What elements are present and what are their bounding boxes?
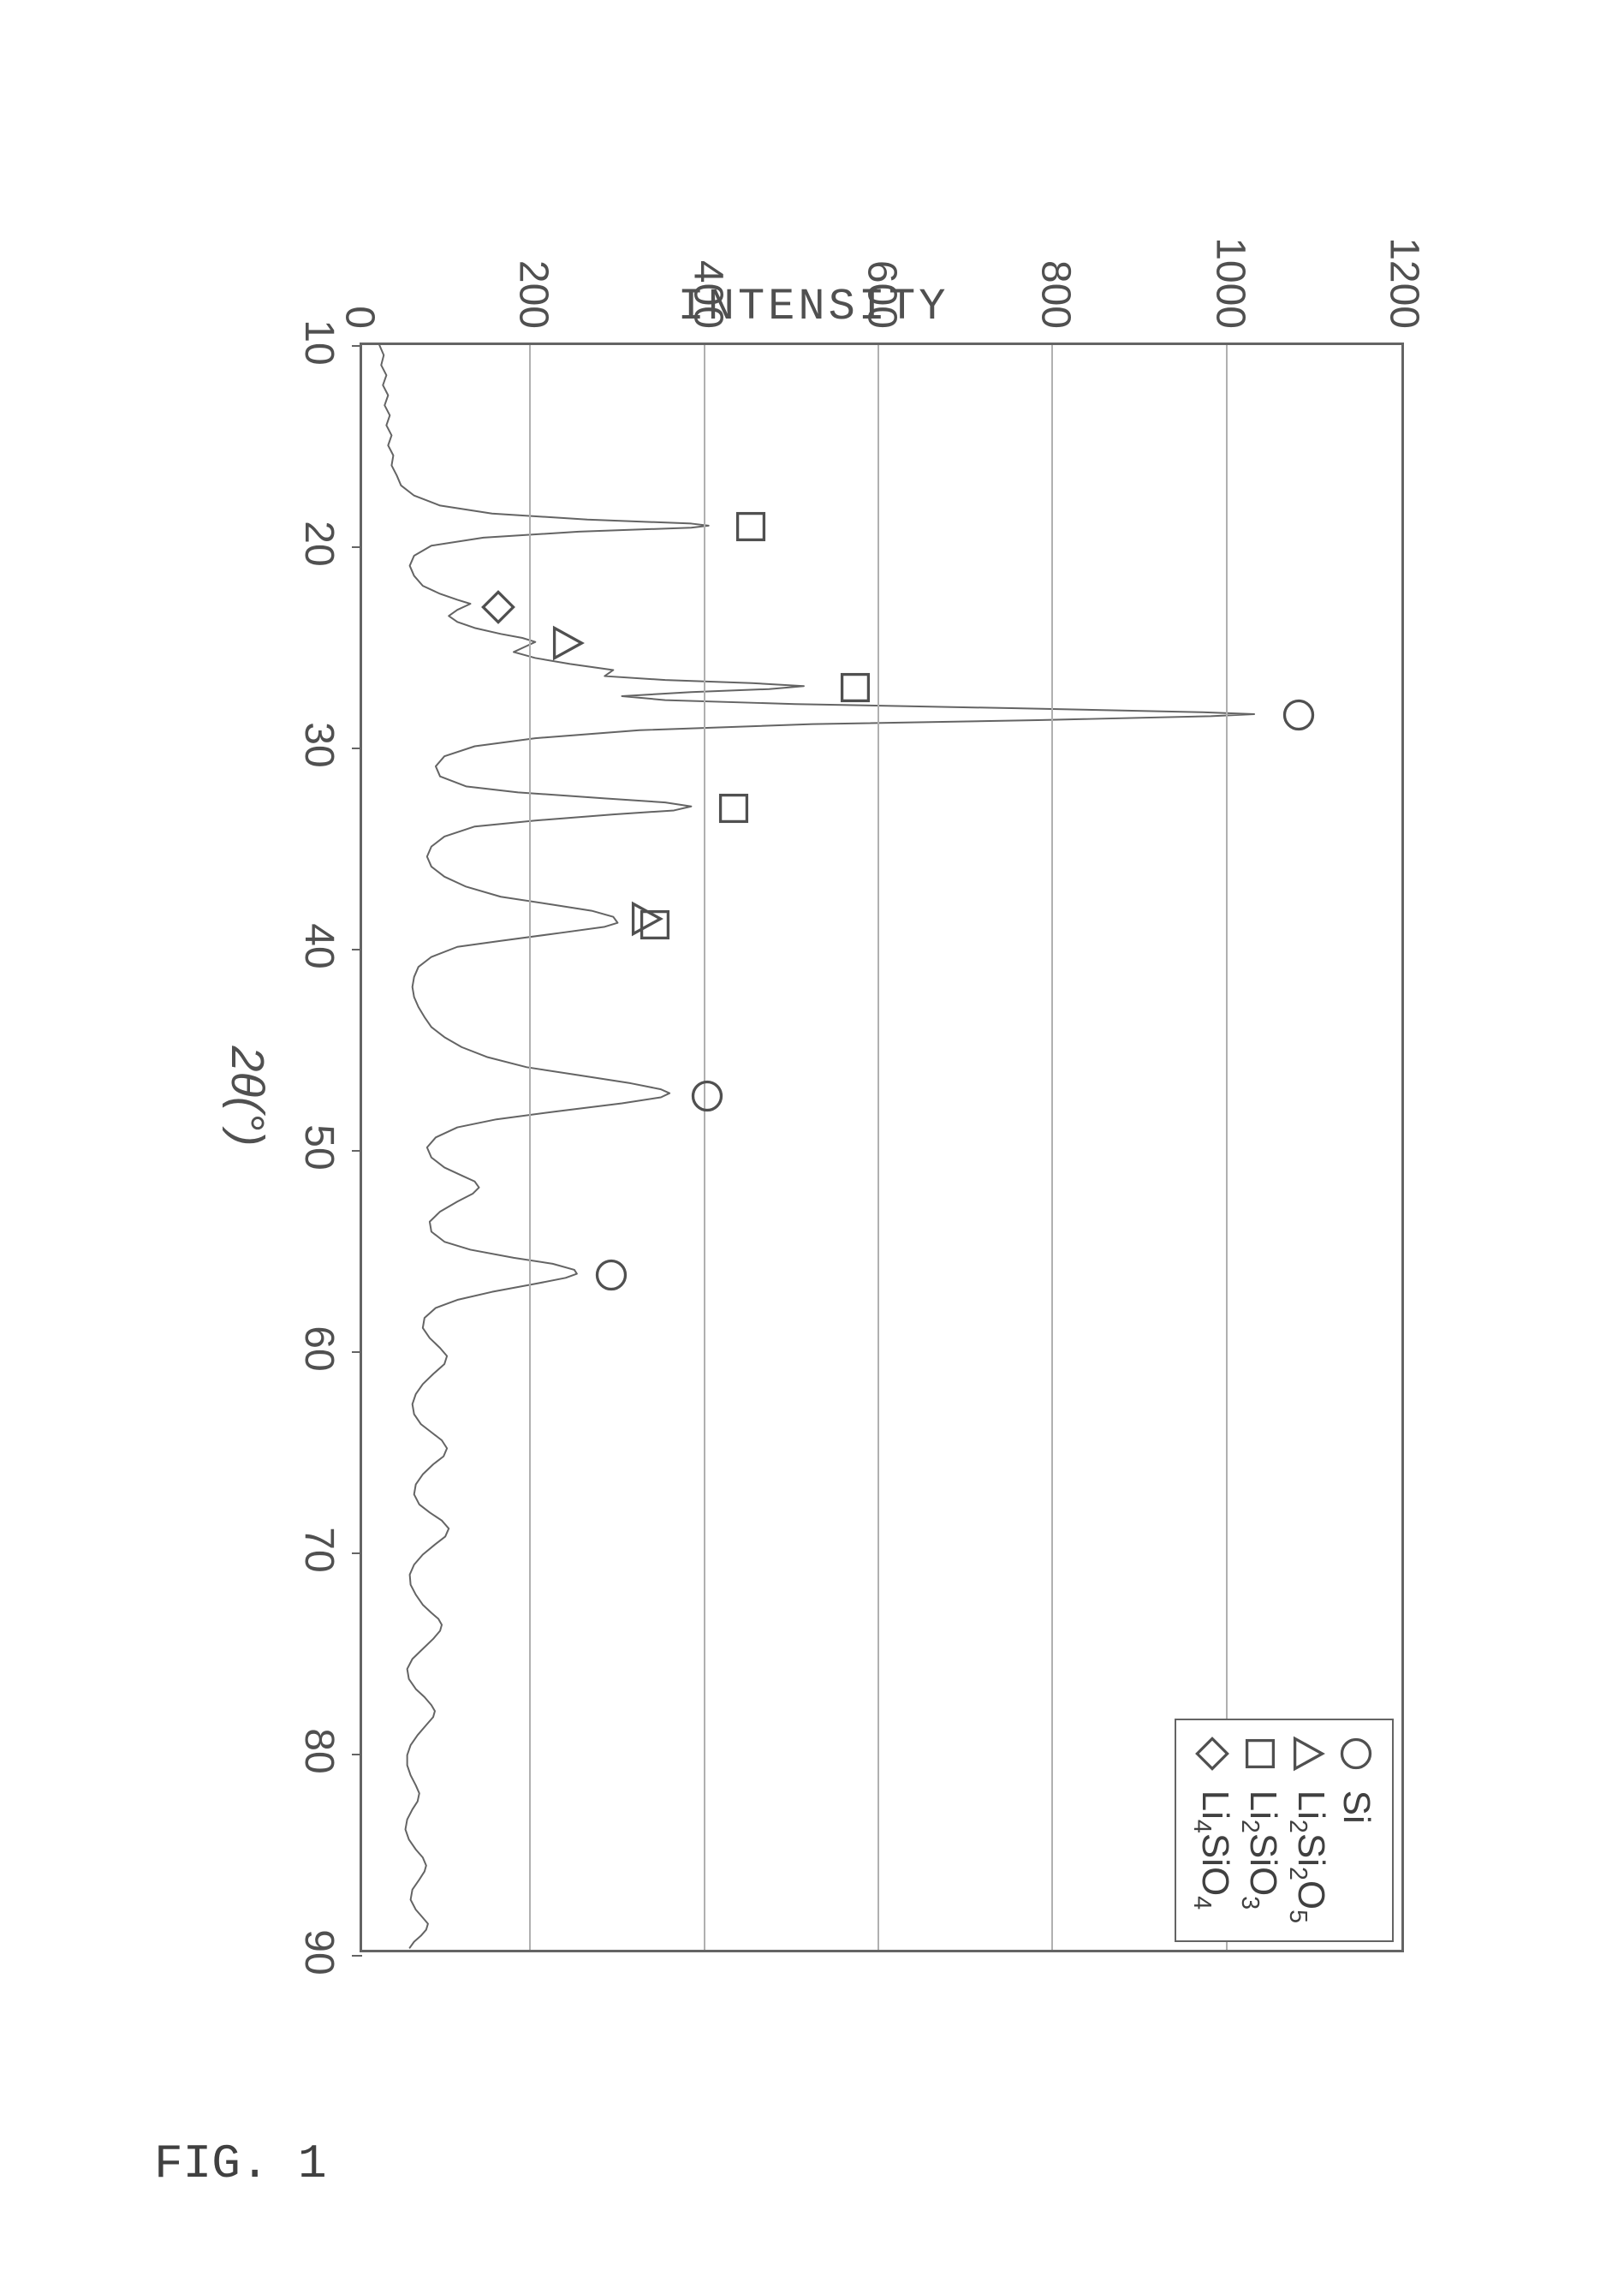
page: INTENSITY 2θ(°) 020040060080010001200102… bbox=[0, 0, 1624, 2294]
peak-marker-triangle bbox=[547, 622, 590, 664]
legend-item: Li2Si2O5 bbox=[1284, 1732, 1332, 1923]
legend: SiLi2Si2O5Li2SiO3Li4SiO4 bbox=[1175, 1719, 1394, 1942]
diamond-icon bbox=[1191, 1732, 1234, 1775]
legend-item: Si bbox=[1332, 1732, 1380, 1923]
x-axis-title: 2θ(°) bbox=[221, 1046, 274, 1147]
gridline bbox=[704, 345, 705, 1950]
x-tick bbox=[352, 1552, 362, 1554]
x-tick bbox=[352, 949, 362, 950]
legend-item: Li2SiO3 bbox=[1236, 1732, 1284, 1923]
y-tick-label: 1000 bbox=[1206, 123, 1253, 329]
legend-label: Li4SiO4 bbox=[1188, 1791, 1237, 1910]
legend-label: Si bbox=[1335, 1791, 1377, 1824]
x-tick bbox=[352, 345, 362, 347]
y-tick-label: 200 bbox=[510, 123, 557, 329]
x-tick-label: 70 bbox=[295, 1527, 342, 1572]
peak-marker-circle bbox=[1278, 694, 1321, 736]
peak-marker-square bbox=[834, 666, 877, 709]
y-tick-label: 600 bbox=[859, 123, 906, 329]
x-tick-label: 90 bbox=[295, 1929, 342, 1975]
plot-frame bbox=[360, 343, 1404, 1952]
legend-item: Li4SiO4 bbox=[1188, 1732, 1236, 1923]
y-tick-label: 0 bbox=[336, 123, 384, 329]
circle-icon bbox=[1335, 1732, 1377, 1775]
y-tick-label: 800 bbox=[1032, 123, 1080, 329]
chart: INTENSITY 2θ(°) 020040060080010001200102… bbox=[154, 120, 1472, 2072]
gridline bbox=[529, 345, 531, 1950]
legend-label: Li2SiO3 bbox=[1236, 1791, 1285, 1910]
x-tick bbox=[352, 546, 362, 548]
triangle-icon bbox=[1287, 1732, 1330, 1775]
x-tick bbox=[352, 1150, 362, 1152]
peak-marker-square bbox=[712, 787, 755, 830]
x-tick bbox=[352, 1351, 362, 1353]
x-tick-label: 60 bbox=[295, 1326, 342, 1371]
x-tick-label: 30 bbox=[295, 722, 342, 767]
peak-marker-square bbox=[729, 505, 772, 548]
y-tick-label: 1200 bbox=[1381, 123, 1428, 329]
x-tick-label: 40 bbox=[295, 923, 342, 968]
gridline bbox=[877, 345, 879, 1950]
y-tick-label: 400 bbox=[684, 123, 731, 329]
peak-marker-square bbox=[634, 903, 676, 946]
peak-marker-diamond bbox=[477, 586, 520, 629]
x-tick bbox=[352, 1955, 362, 1957]
figure-caption: FIG. 1 bbox=[154, 2136, 327, 2191]
gridline bbox=[1226, 345, 1228, 1950]
x-tick-label: 10 bbox=[295, 319, 342, 365]
x-tick-label: 20 bbox=[295, 521, 342, 566]
square-icon bbox=[1239, 1732, 1282, 1775]
legend-label: Li2Si2O5 bbox=[1284, 1791, 1333, 1923]
x-tick-label: 80 bbox=[295, 1728, 342, 1773]
x-tick-label: 50 bbox=[295, 1124, 342, 1170]
peak-marker-circle bbox=[590, 1254, 633, 1296]
x-tick bbox=[352, 748, 362, 749]
figure: INTENSITY 2θ(°) 020040060080010001200102… bbox=[154, 120, 1472, 2072]
x-tick bbox=[352, 1754, 362, 1755]
peak-marker-circle bbox=[686, 1075, 729, 1117]
x-axis-title-text: 2θ(°) bbox=[222, 1046, 273, 1147]
gridline bbox=[1051, 345, 1053, 1950]
